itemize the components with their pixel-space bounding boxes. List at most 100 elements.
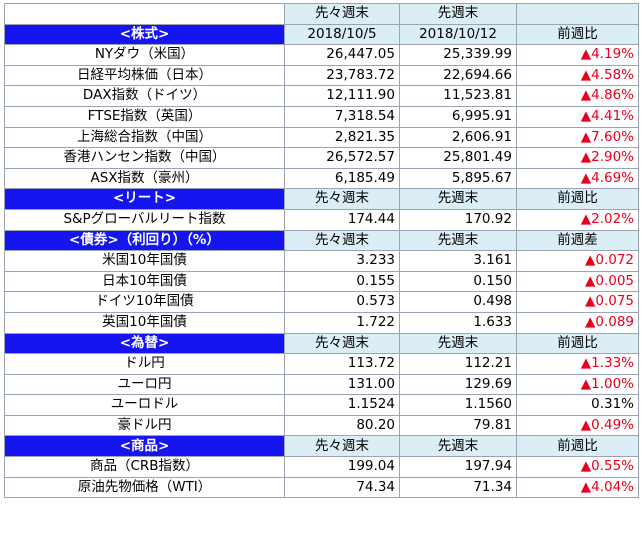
value-prev1: 0.498 (399, 291, 517, 313)
value-prev2: 23,783.72 (284, 64, 400, 87)
row-name: 上海総合指数（中国） (4, 126, 285, 149)
col-change-header: 前週比 (516, 23, 639, 46)
section-header-row: <為替> 先々週末 先週末 前週比 (4, 332, 639, 355)
section-col-prev2: 先々週末 (284, 188, 400, 210)
row-name: 英国10年国債 (4, 311, 285, 334)
change-value: ▲4.19% (516, 44, 639, 66)
row-name: ユーロドル (4, 394, 285, 416)
change-value: ▲4.41% (516, 105, 639, 128)
value-prev1: 170.92 (399, 208, 517, 231)
change-value: ▲4.58% (516, 64, 639, 87)
value-prev2: 7,318.54 (284, 105, 400, 128)
value-prev2: 74.34 (284, 476, 400, 499)
row-name: 日経平均株価（日本） (4, 64, 285, 87)
section-col-change: 前週比 (516, 188, 639, 210)
value-prev2: 174.44 (284, 208, 400, 231)
change-value: 0.31% (516, 394, 639, 416)
value-prev1: 3.161 (399, 250, 517, 272)
row-name: 日本10年国債 (4, 270, 285, 293)
row-name: ユーロ円 (4, 373, 285, 396)
value-prev2: 0.573 (284, 291, 400, 313)
value-prev1: 1.633 (399, 311, 517, 334)
value-prev1: 0.150 (399, 270, 517, 293)
value-prev1: 1.1560 (399, 394, 517, 416)
row-name: S&Pグローバルリート指数 (4, 208, 285, 231)
value-prev1: 129.69 (399, 373, 517, 396)
change-value: ▲0.075 (516, 291, 639, 313)
table-row: ASX指数（豪州） 6,185.49 5,895.67 ▲4.69% (4, 167, 639, 190)
row-name: 米国10年国債 (4, 250, 285, 272)
table-row: 日経平均株価（日本） 23,783.72 22,694.66 ▲4.58% (4, 64, 639, 87)
blank-header-cell (4, 3, 285, 25)
change-value: ▲0.55% (516, 456, 639, 478)
change-value: ▲7.60% (516, 126, 639, 149)
table-row: FTSE指数（英国） 7,318.54 6,995.91 ▲4.41% (4, 105, 639, 128)
table-row: ドル円 113.72 112.21 ▲1.33% (4, 353, 639, 375)
value-prev2: 12,111.90 (284, 85, 400, 107)
value-prev2: 199.04 (284, 456, 400, 478)
section-col-prev2: 先々週末 (284, 332, 400, 355)
value-prev1: 6,995.91 (399, 105, 517, 128)
section-col-change: 前週比 (516, 332, 639, 355)
table-row: 商品（CRB指数） 199.04 197.94 ▲0.55% (4, 456, 639, 478)
value-prev2: 1.1524 (284, 394, 400, 416)
value-prev2: 2,821.35 (284, 126, 400, 149)
section-header-row: <株式> 2018/10/5 2018/10/12 前週比 (4, 23, 639, 46)
section-col-change: 前週比 (516, 435, 639, 458)
value-prev2: 26,572.57 (284, 147, 400, 169)
date-prev1: 2018/10/12 (399, 23, 517, 46)
change-value: ▲2.02% (516, 208, 639, 231)
col-prev2-header: 先々週末 (284, 3, 400, 25)
row-name: DAX指数（ドイツ） (4, 85, 285, 107)
section-title: <リート> (4, 188, 285, 210)
section-col-prev1: 先週末 (399, 435, 517, 458)
value-prev2: 113.72 (284, 353, 400, 375)
change-value: ▲0.089 (516, 311, 639, 334)
date-prev2: 2018/10/5 (284, 23, 400, 46)
table-row: ユーロドル 1.1524 1.1560 0.31% (4, 394, 639, 416)
change-value: ▲4.86% (516, 85, 639, 107)
table-row: S&Pグローバルリート指数 174.44 170.92 ▲2.02% (4, 208, 639, 231)
value-prev2: 3.233 (284, 250, 400, 272)
section-header-row: <債券>（利回り）（%） 先々週末 先週末 前週差 (4, 229, 639, 252)
table-row: DAX指数（ドイツ） 12,111.90 11,523.81 ▲4.86% (4, 85, 639, 107)
change-value: ▲0.072 (516, 250, 639, 272)
change-value: ▲0.49% (516, 414, 639, 437)
change-value: ▲1.33% (516, 353, 639, 375)
row-name: ドル円 (4, 353, 285, 375)
table-row: ユーロ円 131.00 129.69 ▲1.00% (4, 373, 639, 396)
value-prev2: 1.722 (284, 311, 400, 334)
change-value: ▲1.00% (516, 373, 639, 396)
value-prev2: 6,185.49 (284, 167, 400, 190)
section-title: <為替> (4, 332, 285, 355)
value-prev1: 112.21 (399, 353, 517, 375)
value-prev2: 80.20 (284, 414, 400, 437)
section-title: <債券>（利回り）（%） (4, 229, 285, 252)
row-name: FTSE指数（英国） (4, 105, 285, 128)
row-name: 香港ハンセン指数（中国） (4, 147, 285, 169)
weekly-market-table: 先々週末 先週末 <株式> 2018/10/5 2018/10/12 前週比 NYダウ（… (4, 3, 639, 499)
value-prev1: 25,339.99 (399, 44, 517, 66)
row-name: 豪ドル円 (4, 414, 285, 437)
table-row: 豪ドル円 80.20 79.81 ▲0.49% (4, 414, 639, 437)
table-row: NYダウ（米国） 26,447.05 25,339.99 ▲4.19% (4, 44, 639, 66)
table-row: 米国10年国債 3.233 3.161 ▲0.072 (4, 250, 639, 272)
section-title: <株式> (4, 23, 285, 46)
col-change-blank (516, 3, 639, 25)
value-prev2: 0.155 (284, 270, 400, 293)
value-prev1: 197.94 (399, 456, 517, 478)
value-prev1: 22,694.66 (399, 64, 517, 87)
row-name: NYダウ（米国） (4, 44, 285, 66)
value-prev2: 131.00 (284, 373, 400, 396)
table-row: 日本10年国債 0.155 0.150 ▲0.005 (4, 270, 639, 293)
section-header-row: <商品> 先々週末 先週末 前週比 (4, 435, 639, 458)
change-value: ▲2.90% (516, 147, 639, 169)
value-prev2: 26,447.05 (284, 44, 400, 66)
row-name: ドイツ10年国債 (4, 291, 285, 313)
value-prev1: 71.34 (399, 476, 517, 499)
table-row: 原油先物価格（WTI） 74.34 71.34 ▲4.04% (4, 476, 639, 499)
section-col-prev1: 先週末 (399, 188, 517, 210)
value-prev1: 25,801.49 (399, 147, 517, 169)
value-prev1: 5,895.67 (399, 167, 517, 190)
col-prev1-header: 先週末 (399, 3, 517, 25)
